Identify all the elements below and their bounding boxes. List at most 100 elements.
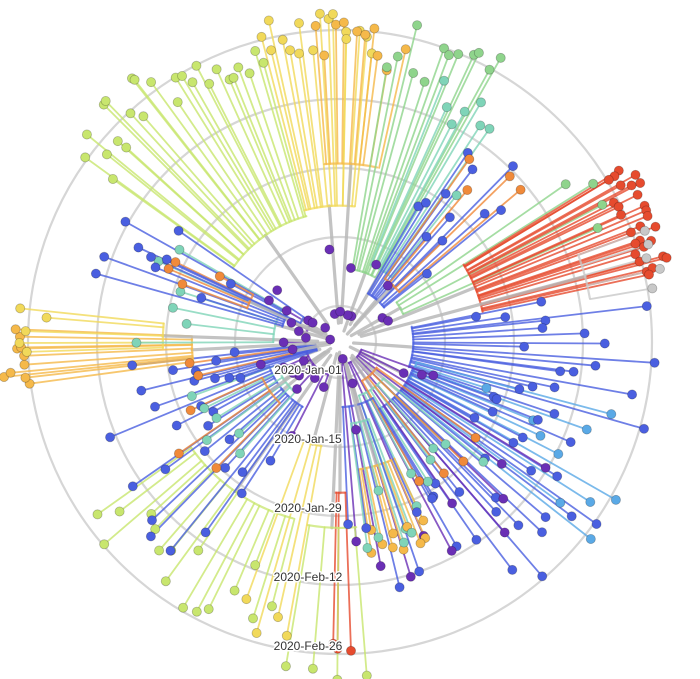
- internal-node[interactable]: [416, 369, 427, 380]
- tree-tip[interactable]: [532, 414, 543, 425]
- tree-tip[interactable]: [211, 412, 222, 423]
- tree-tip[interactable]: [585, 534, 596, 545]
- tree-tip[interactable]: [626, 180, 637, 191]
- tree-tip[interactable]: [425, 454, 436, 465]
- tree-tip[interactable]: [535, 430, 546, 441]
- tree-tip[interactable]: [661, 252, 672, 263]
- tree-tip[interactable]: [211, 462, 222, 473]
- tree-tip[interactable]: [454, 486, 465, 497]
- tree-tip[interactable]: [127, 481, 138, 492]
- tree-tip[interactable]: [129, 74, 140, 85]
- tree-tip[interactable]: [507, 564, 518, 575]
- tree-tip[interactable]: [287, 344, 298, 355]
- tree-tip[interactable]: [125, 108, 136, 119]
- tree-tip[interactable]: [369, 23, 380, 34]
- tree-tip[interactable]: [381, 62, 392, 73]
- tree-tip[interactable]: [328, 638, 339, 649]
- tree-tip[interactable]: [251, 628, 262, 639]
- internal-node[interactable]: [347, 378, 358, 389]
- tree-tip[interactable]: [177, 71, 188, 82]
- tree-tip[interactable]: [146, 77, 157, 88]
- tree-tip[interactable]: [294, 48, 305, 59]
- tree-tip[interactable]: [478, 456, 489, 467]
- tree-tip[interactable]: [644, 269, 655, 280]
- tree-tip[interactable]: [467, 164, 478, 175]
- tree-tip[interactable]: [451, 190, 462, 201]
- tree-tip[interactable]: [517, 432, 528, 443]
- tree-tip[interactable]: [373, 485, 384, 496]
- tree-tip[interactable]: [421, 231, 432, 242]
- tree-tip[interactable]: [654, 263, 665, 274]
- tree-tip[interactable]: [513, 520, 524, 531]
- tree-tip[interactable]: [565, 437, 576, 448]
- tree-tip[interactable]: [211, 64, 222, 75]
- tree-tip[interactable]: [285, 45, 296, 56]
- tree-tip[interactable]: [419, 76, 430, 87]
- tree-tip[interactable]: [439, 75, 450, 86]
- tree-tip[interactable]: [415, 538, 426, 549]
- tree-tip[interactable]: [236, 488, 247, 499]
- tree-tip[interactable]: [318, 382, 329, 393]
- tree-tip[interactable]: [332, 674, 343, 679]
- tree-tip[interactable]: [307, 663, 318, 674]
- tree-tip[interactable]: [519, 341, 530, 352]
- tree-tip[interactable]: [112, 136, 123, 147]
- tree-tip[interactable]: [373, 532, 384, 543]
- tree-tip[interactable]: [627, 389, 638, 400]
- tree-tip[interactable]: [428, 370, 439, 381]
- tree-tip[interactable]: [146, 515, 157, 526]
- tree-tip[interactable]: [647, 283, 658, 294]
- tree-tip[interactable]: [630, 249, 641, 260]
- tree-tip[interactable]: [642, 210, 653, 221]
- tree-tip[interactable]: [406, 527, 417, 538]
- tree-tip[interactable]: [263, 15, 274, 26]
- tree-tip[interactable]: [372, 50, 383, 61]
- internal-node[interactable]: [382, 280, 393, 291]
- tree-tip[interactable]: [471, 311, 482, 322]
- tree-tip[interactable]: [420, 197, 431, 208]
- tree-tip[interactable]: [566, 511, 577, 522]
- tree-tip[interactable]: [214, 271, 225, 282]
- tree-tip[interactable]: [191, 606, 202, 617]
- tree-tip[interactable]: [255, 359, 266, 370]
- tree-tip[interactable]: [438, 468, 449, 479]
- tree-tip[interactable]: [579, 328, 590, 339]
- tree-tip[interactable]: [606, 409, 617, 420]
- tree-tip[interactable]: [405, 571, 416, 582]
- tree-tip[interactable]: [491, 394, 502, 405]
- tree-tip[interactable]: [10, 324, 21, 335]
- tree-tip[interactable]: [643, 239, 654, 250]
- tree-tip[interactable]: [121, 142, 132, 153]
- tree-tip[interactable]: [100, 96, 111, 107]
- tree-tip[interactable]: [630, 169, 641, 180]
- tree-tip[interactable]: [515, 184, 526, 195]
- tree-tip[interactable]: [453, 49, 464, 60]
- tree-tip[interactable]: [278, 337, 289, 348]
- tree-tip[interactable]: [107, 173, 118, 184]
- internal-node[interactable]: [371, 259, 382, 270]
- tree-tip[interactable]: [241, 594, 252, 605]
- tree-tip[interactable]: [161, 254, 172, 265]
- tree-tip[interactable]: [237, 467, 248, 478]
- tree-tip[interactable]: [473, 47, 484, 58]
- tree-tip[interactable]: [422, 476, 433, 487]
- tree-tip[interactable]: [428, 443, 439, 454]
- tree-tip[interactable]: [635, 177, 646, 188]
- tree-tip[interactable]: [224, 372, 235, 383]
- tree-tip[interactable]: [160, 464, 171, 475]
- tree-tip[interactable]: [591, 519, 602, 530]
- tree-tip[interactable]: [286, 430, 297, 441]
- tree-tip[interactable]: [133, 242, 144, 253]
- tree-tip[interactable]: [209, 373, 220, 384]
- tree-tip[interactable]: [537, 527, 548, 538]
- tree-tip[interactable]: [220, 462, 231, 473]
- tree-tip[interactable]: [80, 152, 91, 163]
- internal-node[interactable]: [288, 367, 299, 378]
- tree-tip[interactable]: [414, 566, 425, 577]
- tree-tip[interactable]: [185, 405, 196, 416]
- tree-tip[interactable]: [540, 462, 551, 473]
- tree-tip[interactable]: [437, 235, 448, 246]
- internal-node[interactable]: [307, 317, 318, 328]
- tree-tip[interactable]: [184, 358, 195, 369]
- tree-tip[interactable]: [250, 560, 261, 571]
